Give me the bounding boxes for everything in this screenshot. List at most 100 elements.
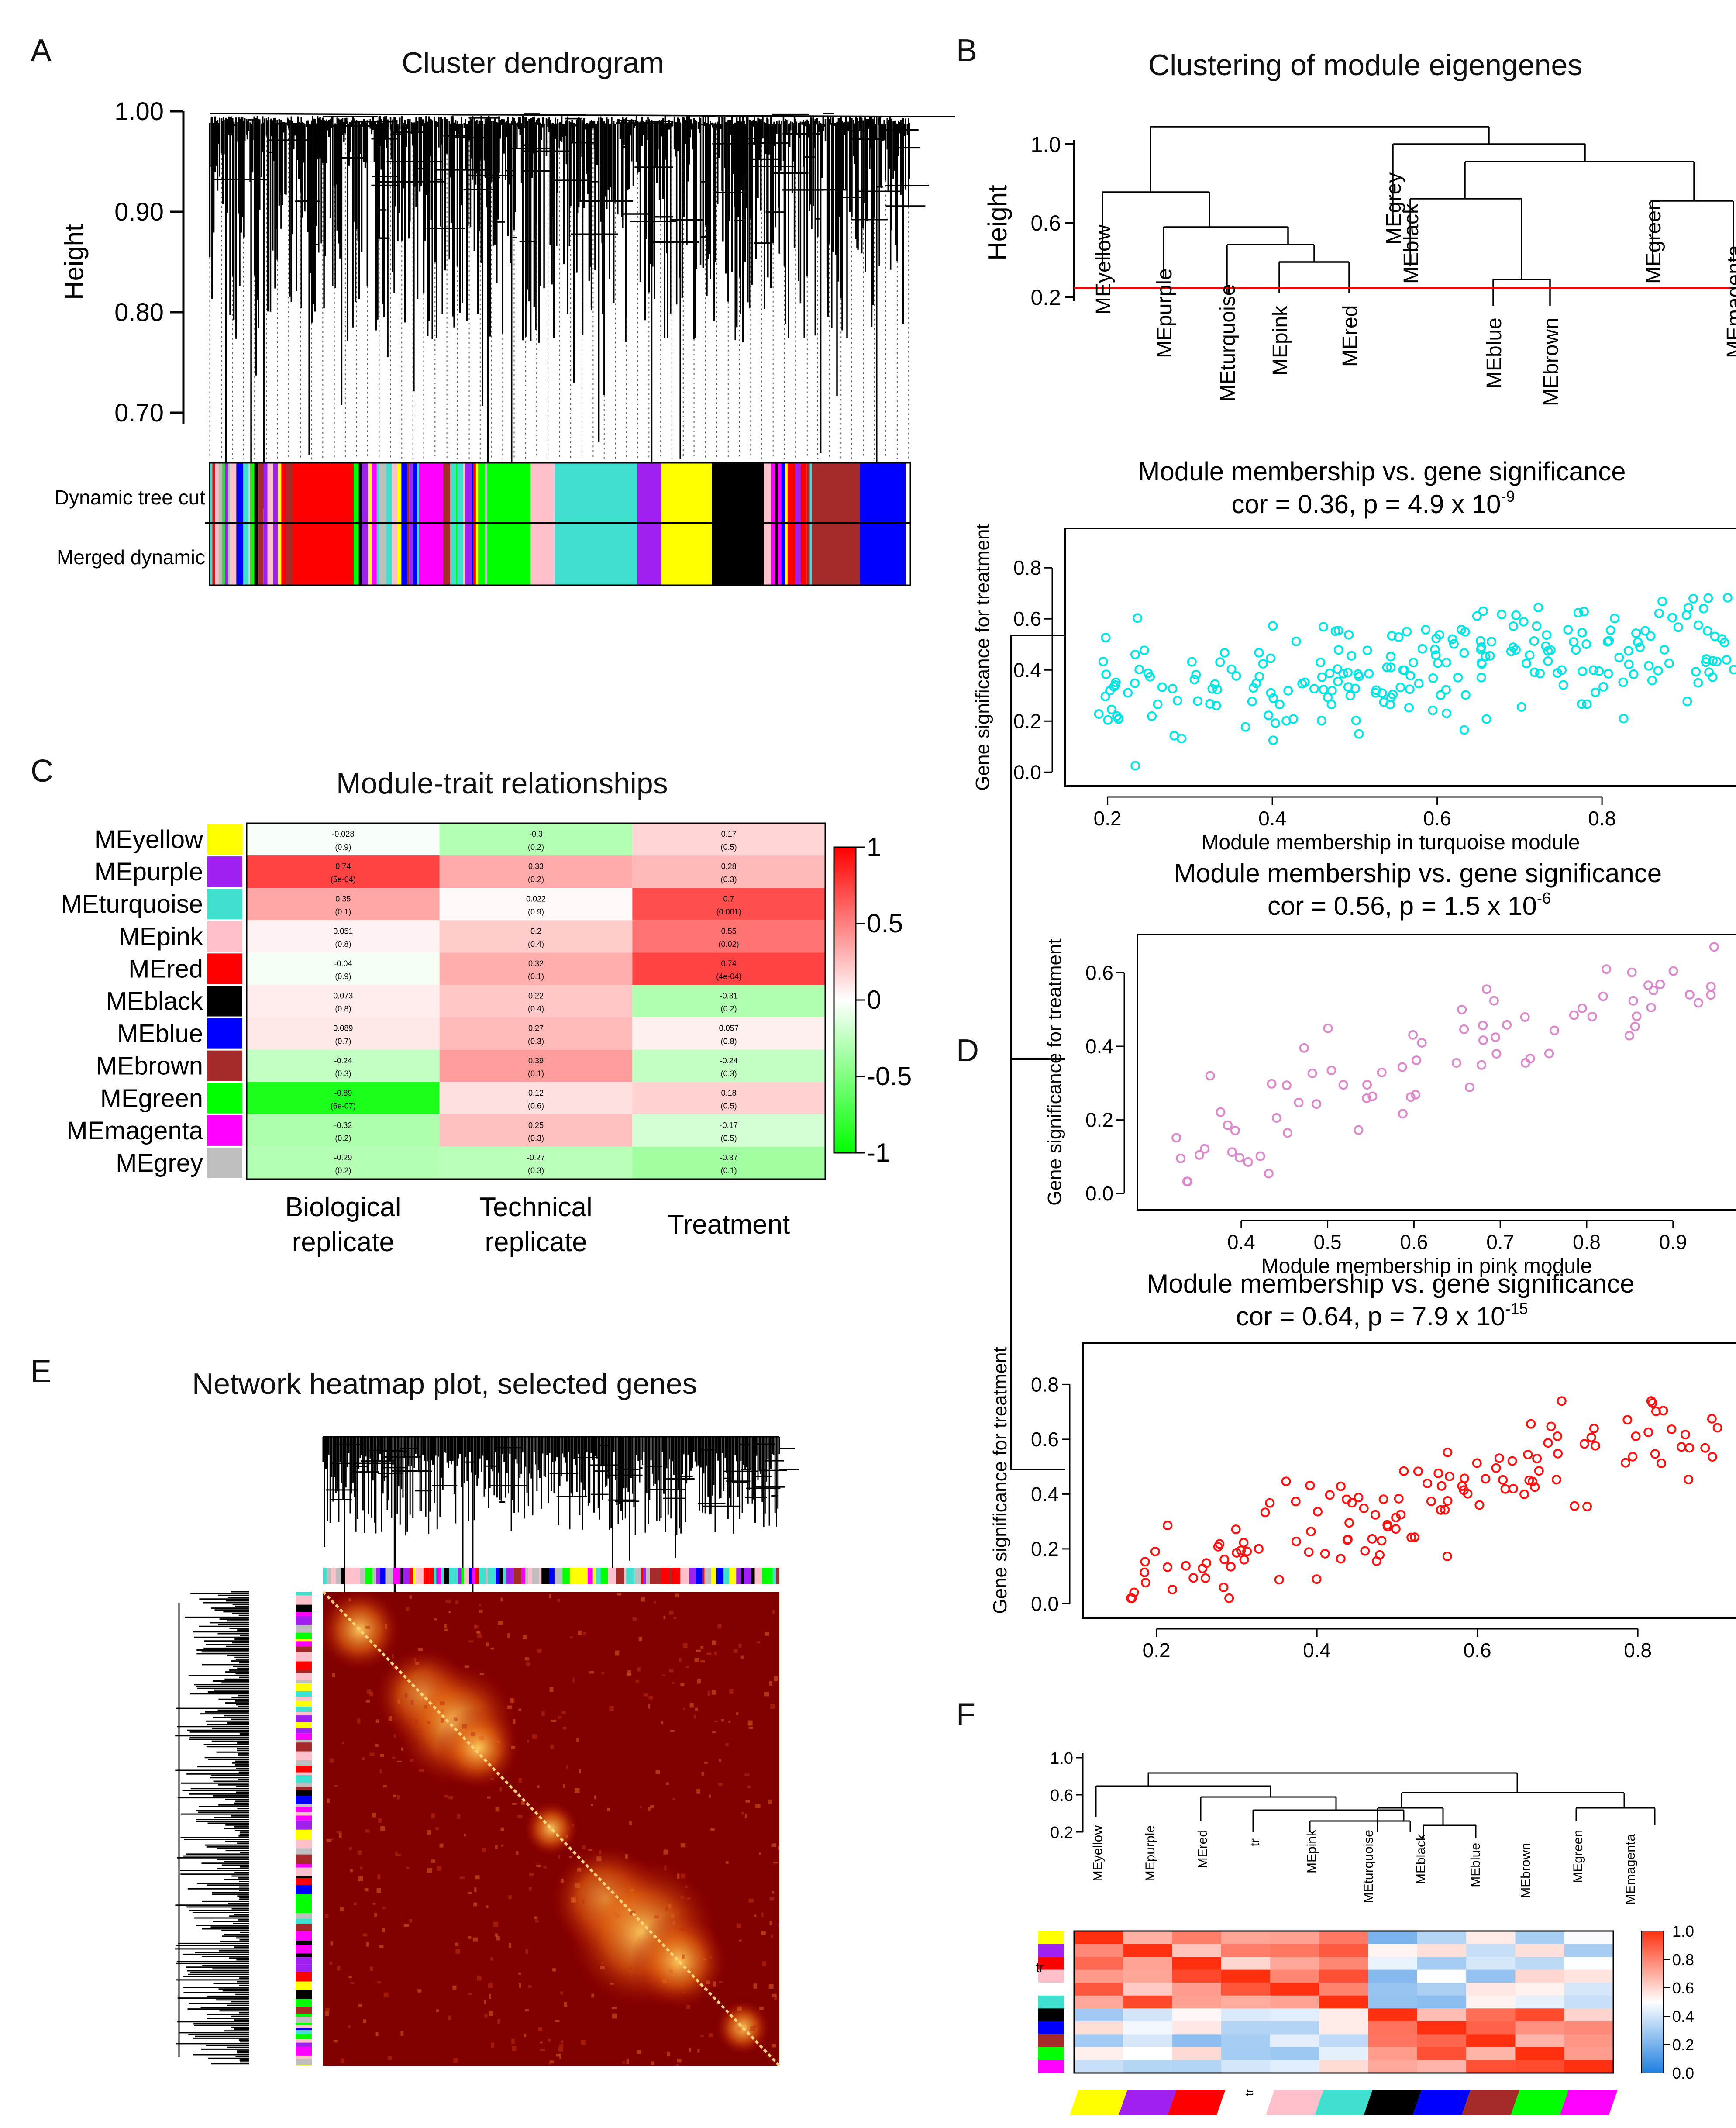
e-speck xyxy=(329,1758,334,1763)
e-top-color xyxy=(376,1568,380,1584)
e-speck xyxy=(486,1642,489,1647)
e-speck xyxy=(431,1813,435,1819)
scatter-point xyxy=(1370,1510,1380,1520)
e-speck xyxy=(778,1923,779,1928)
e-speck xyxy=(401,1747,403,1751)
scatter-point xyxy=(1300,677,1310,687)
scatter-point xyxy=(1491,1049,1502,1059)
trait-cell-r: 0.25 xyxy=(528,1121,544,1130)
e-left-color xyxy=(296,1820,312,1830)
scatter-point xyxy=(1313,1507,1323,1517)
e-speck xyxy=(583,1632,586,1635)
e-left-color xyxy=(296,1775,312,1783)
b-ytick-label: 1.0 xyxy=(1030,132,1061,157)
e-speck xyxy=(377,1874,381,1880)
e-speck xyxy=(677,2059,682,2063)
trait-cell-p: (0.4) xyxy=(528,940,544,948)
dynamic-tree-cut-label: Dynamic tree cut xyxy=(55,486,205,509)
e-speck xyxy=(703,1958,707,1960)
scatter-point xyxy=(1191,669,1201,679)
f-heat-cell xyxy=(1319,1944,1369,1957)
e-top-color xyxy=(503,1568,506,1584)
scatter-point xyxy=(1628,1452,1638,1462)
e-speck xyxy=(473,1937,478,1942)
f-heat-cell xyxy=(1466,1969,1516,1983)
scatter-point xyxy=(1219,648,1230,658)
scatter-point xyxy=(1101,633,1111,643)
trait-cell xyxy=(439,952,633,985)
e-left-color xyxy=(296,1722,312,1729)
f-leaf-label: MEbrown xyxy=(1519,1843,1533,1898)
e-speck xyxy=(326,1839,331,1842)
scatter-xtick-label: 0.9 xyxy=(1659,1231,1687,1253)
e-speck xyxy=(778,1846,779,1850)
scatter-xtick-label: 0.8 xyxy=(1588,807,1616,830)
scatter-point xyxy=(1633,637,1643,647)
f-bottom-color xyxy=(1560,2090,1618,2115)
e-left-color xyxy=(296,1924,312,1931)
e-speck xyxy=(498,1621,503,1625)
scatter-point xyxy=(1644,661,1654,671)
e-left-color xyxy=(296,1787,312,1790)
e-top-color xyxy=(413,1568,416,1584)
scatter-point xyxy=(1264,710,1274,721)
scatter-point xyxy=(1440,1505,1450,1515)
scatter-point xyxy=(1274,700,1285,710)
scatter-point xyxy=(1412,1055,1422,1066)
scatter-point xyxy=(1375,1550,1385,1560)
scatter-point xyxy=(1433,658,1443,668)
scatter-point xyxy=(1618,677,1628,687)
f-heat-cell xyxy=(1123,1931,1173,1945)
scatter-xtick-label: 0.7 xyxy=(1486,1231,1514,1253)
e-speck xyxy=(439,1843,444,1848)
e-speck xyxy=(393,1794,396,1798)
scatter-point xyxy=(1140,1578,1150,1587)
scatter-point xyxy=(1525,650,1535,660)
e-top-color xyxy=(444,1568,449,1584)
trait-cell xyxy=(247,855,440,888)
scatter-point xyxy=(1591,687,1600,697)
f-heat-cell xyxy=(1466,1957,1516,1970)
e-speck xyxy=(771,1934,773,1938)
trait-cell-r: 0.27 xyxy=(528,1024,544,1033)
e-speck xyxy=(560,1991,563,1995)
e-speck xyxy=(725,1743,729,1746)
e-speck xyxy=(594,1795,597,1800)
e-top-color xyxy=(744,1568,751,1584)
scatter-point xyxy=(1133,613,1143,623)
scatter-point xyxy=(1489,996,1499,1006)
f-heat-cell xyxy=(1319,2008,1369,2022)
trait-cell-r: -0.028 xyxy=(332,830,354,838)
f-heat-cell xyxy=(1172,2021,1222,2035)
e-top-color xyxy=(634,1568,637,1584)
e-speck xyxy=(555,2019,560,2022)
e-speck xyxy=(495,1845,498,1849)
scatter-point xyxy=(1577,628,1587,638)
e-left-color xyxy=(296,1632,312,1639)
cor-legend-label: -0.5 xyxy=(867,1062,912,1091)
f-heat-cell xyxy=(1270,1983,1319,1996)
e-speck xyxy=(433,1692,437,1694)
scatter-point xyxy=(1673,622,1683,632)
e-top-color xyxy=(549,1568,555,1584)
e-speck xyxy=(373,1645,375,1649)
scatter-ytick-label: 0.4 xyxy=(1031,1483,1059,1505)
f-heat-cell xyxy=(1515,1969,1565,1983)
e-left-color xyxy=(296,1766,312,1773)
e-speck xyxy=(753,2025,758,2028)
e-top-color xyxy=(352,1568,360,1584)
f-heat-cell xyxy=(1123,1957,1173,1970)
e-speck xyxy=(397,1795,400,1800)
trait-cell-r: 0.17 xyxy=(721,830,737,838)
e-top-color xyxy=(669,1568,672,1584)
e-speck xyxy=(522,1635,528,1639)
scatter-xlabel: Module membership in turquoise module xyxy=(1201,831,1580,854)
scatter-point xyxy=(1546,1421,1556,1431)
trait-cell xyxy=(632,823,825,856)
trait-cell-p: (0.9) xyxy=(335,843,351,852)
scatter-point xyxy=(1659,645,1669,655)
scatter-point xyxy=(1648,985,1658,995)
e-speck xyxy=(557,1599,560,1602)
e-speck xyxy=(517,1815,523,1818)
scatter-point xyxy=(1509,621,1518,631)
